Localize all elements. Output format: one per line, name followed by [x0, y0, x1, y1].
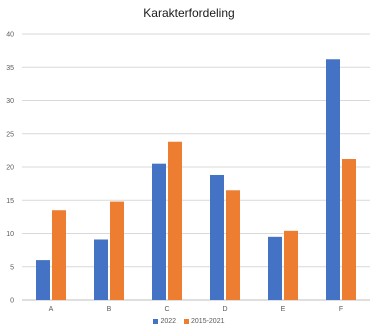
bar-2022-C [152, 163, 166, 300]
y-tick-label: 10 [6, 231, 14, 238]
x-tick-label: D [222, 306, 227, 313]
bar-2022-B [94, 239, 108, 300]
legend-item-2015-2021: 2015-2021 [184, 318, 225, 325]
y-tick-label: 40 [6, 32, 14, 39]
x-tick-label: F [339, 306, 343, 313]
x-tick-label: B [107, 306, 112, 313]
y-tick-label: 35 [6, 65, 14, 72]
bar-2015-2021-E [284, 230, 298, 300]
y-tick-label: 30 [6, 98, 14, 105]
legend-label: 2022 [160, 318, 177, 325]
bar-2015-2021-A [52, 210, 66, 300]
x-tick-label: E [281, 306, 286, 313]
bar-2015-2021-C [168, 141, 182, 300]
x-axis-labels: A B C D E F [49, 306, 343, 313]
x-tick-label: C [164, 306, 169, 313]
bar-2022-E [268, 236, 282, 300]
gridlines [22, 33, 370, 301]
bar-2022-D [210, 174, 224, 300]
y-tick-label: 20 [6, 165, 14, 172]
legend: 2022 2015-2021 [0, 318, 378, 325]
legend-swatch-2015-2021 [184, 319, 190, 324]
bar-2022-F [326, 59, 340, 300]
y-tick-label: 25 [6, 131, 14, 138]
legend-label: 2015-2021 [191, 318, 225, 325]
legend-item-2022: 2022 [153, 318, 176, 325]
x-tick-label: A [49, 306, 54, 313]
bars [36, 59, 356, 300]
bar-2015-2021-D [226, 190, 240, 300]
legend-swatch-2022 [153, 319, 159, 324]
chart-title: Karakterfordeling [143, 6, 235, 20]
y-tick-label: 0 [10, 298, 14, 305]
bar-2015-2021-F [342, 159, 356, 300]
y-tick-label: 5 [10, 264, 14, 271]
y-axis-labels: 0 5 10 15 20 25 30 35 40 [6, 32, 14, 305]
y-tick-label: 15 [6, 198, 14, 205]
bar-2022-A [36, 260, 50, 300]
bar-2015-2021-B [110, 201, 124, 300]
